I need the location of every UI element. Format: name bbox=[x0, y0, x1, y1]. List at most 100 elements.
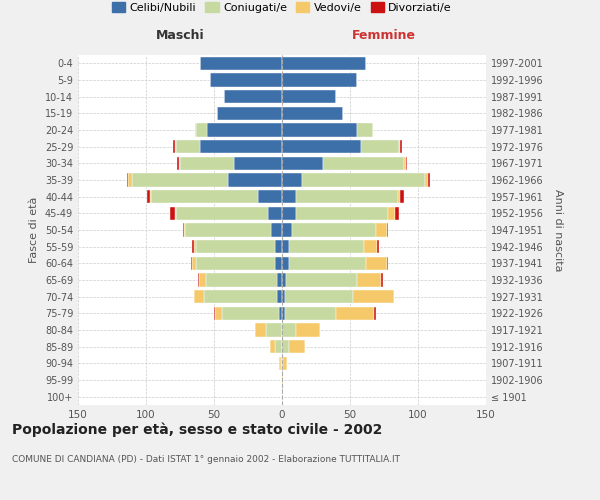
Bar bbox=[222, 306, 279, 320]
Bar bbox=[282, 74, 357, 86]
Bar bbox=[279, 306, 282, 320]
Bar bbox=[399, 140, 400, 153]
Bar bbox=[210, 74, 282, 86]
Bar bbox=[194, 290, 205, 304]
Bar bbox=[277, 290, 282, 304]
Bar bbox=[282, 140, 361, 153]
Bar bbox=[200, 56, 282, 70]
Bar bbox=[175, 206, 176, 220]
Bar bbox=[376, 224, 387, 236]
Bar bbox=[227, 174, 282, 186]
Bar bbox=[257, 190, 282, 203]
Bar bbox=[282, 190, 296, 203]
Bar bbox=[400, 140, 401, 153]
Bar bbox=[175, 140, 176, 153]
Bar bbox=[289, 240, 364, 254]
Text: Maschi: Maschi bbox=[155, 28, 205, 42]
Bar bbox=[357, 274, 381, 286]
Bar bbox=[282, 90, 337, 104]
Bar bbox=[199, 274, 206, 286]
Bar bbox=[353, 290, 394, 304]
Bar bbox=[367, 256, 387, 270]
Bar bbox=[387, 256, 388, 270]
Bar bbox=[235, 156, 282, 170]
Bar bbox=[196, 124, 207, 136]
Bar bbox=[194, 240, 196, 254]
Bar bbox=[388, 206, 395, 220]
Bar bbox=[277, 274, 282, 286]
Bar bbox=[381, 274, 383, 286]
Bar bbox=[296, 206, 388, 220]
Bar bbox=[296, 324, 320, 336]
Bar bbox=[275, 340, 282, 353]
Bar bbox=[395, 206, 399, 220]
Bar bbox=[271, 224, 282, 236]
Bar bbox=[428, 174, 430, 186]
Bar bbox=[364, 240, 377, 254]
Bar bbox=[282, 274, 286, 286]
Bar bbox=[279, 356, 281, 370]
Bar bbox=[183, 224, 184, 236]
Bar bbox=[184, 224, 185, 236]
Bar bbox=[361, 140, 399, 153]
Bar bbox=[282, 56, 367, 70]
Bar bbox=[180, 156, 235, 170]
Bar bbox=[192, 240, 194, 254]
Bar bbox=[282, 306, 285, 320]
Bar bbox=[200, 140, 282, 153]
Bar bbox=[196, 256, 275, 270]
Bar bbox=[285, 306, 337, 320]
Text: Femmine: Femmine bbox=[352, 28, 416, 42]
Bar bbox=[282, 356, 283, 370]
Bar bbox=[387, 224, 388, 236]
Bar bbox=[282, 374, 283, 386]
Bar bbox=[425, 174, 428, 186]
Bar bbox=[217, 106, 282, 120]
Bar bbox=[323, 156, 404, 170]
Bar bbox=[404, 156, 406, 170]
Bar bbox=[406, 156, 407, 170]
Bar bbox=[282, 240, 289, 254]
Bar bbox=[214, 306, 215, 320]
Bar bbox=[176, 140, 200, 153]
Bar bbox=[195, 124, 196, 136]
Bar bbox=[170, 206, 175, 220]
Y-axis label: Fasce di età: Fasce di età bbox=[29, 197, 39, 263]
Bar bbox=[224, 90, 282, 104]
Bar bbox=[127, 174, 128, 186]
Bar bbox=[282, 290, 285, 304]
Bar bbox=[357, 124, 373, 136]
Bar bbox=[282, 106, 343, 120]
Bar bbox=[176, 206, 268, 220]
Bar bbox=[302, 174, 425, 186]
Bar bbox=[266, 324, 282, 336]
Bar bbox=[296, 190, 398, 203]
Bar bbox=[173, 140, 175, 153]
Bar bbox=[133, 174, 227, 186]
Legend: Celibi/Nubili, Coniugati/e, Vedovi/e, Divorziati/e: Celibi/Nubili, Coniugati/e, Vedovi/e, Di… bbox=[107, 0, 457, 17]
Bar bbox=[377, 240, 379, 254]
Bar bbox=[400, 190, 404, 203]
Bar bbox=[148, 190, 150, 203]
Bar bbox=[150, 190, 151, 203]
Bar bbox=[205, 290, 277, 304]
Bar bbox=[286, 274, 357, 286]
Bar bbox=[282, 256, 289, 270]
Bar bbox=[282, 324, 296, 336]
Bar bbox=[177, 156, 179, 170]
Bar bbox=[179, 156, 180, 170]
Bar bbox=[282, 340, 289, 353]
Bar bbox=[282, 224, 292, 236]
Bar bbox=[275, 240, 282, 254]
Bar bbox=[196, 240, 275, 254]
Bar bbox=[270, 340, 275, 353]
Bar bbox=[337, 306, 374, 320]
Bar bbox=[398, 190, 400, 203]
Text: COMUNE DI CANDIANA (PD) - Dati ISTAT 1° gennaio 2002 - Elaborazione TUTTITALIA.I: COMUNE DI CANDIANA (PD) - Dati ISTAT 1° … bbox=[12, 455, 400, 464]
Bar bbox=[289, 340, 305, 353]
Bar bbox=[268, 206, 282, 220]
Bar bbox=[185, 224, 271, 236]
Bar bbox=[282, 124, 357, 136]
Bar bbox=[289, 256, 367, 270]
Bar bbox=[128, 174, 133, 186]
